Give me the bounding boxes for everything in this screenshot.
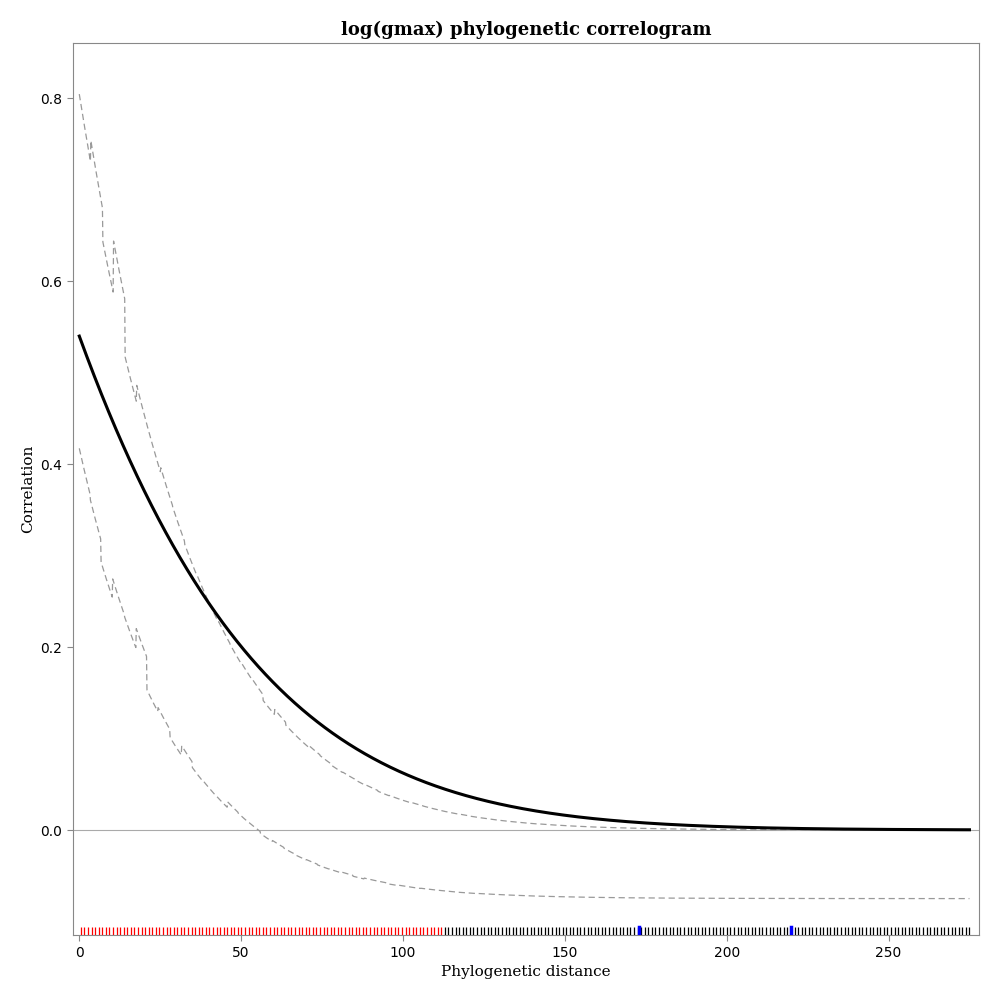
- Title: log(gmax) phylogenetic correlogram: log(gmax) phylogenetic correlogram: [341, 21, 711, 39]
- Y-axis label: Correlation: Correlation: [21, 445, 35, 533]
- X-axis label: Phylogenetic distance: Phylogenetic distance: [441, 965, 611, 979]
